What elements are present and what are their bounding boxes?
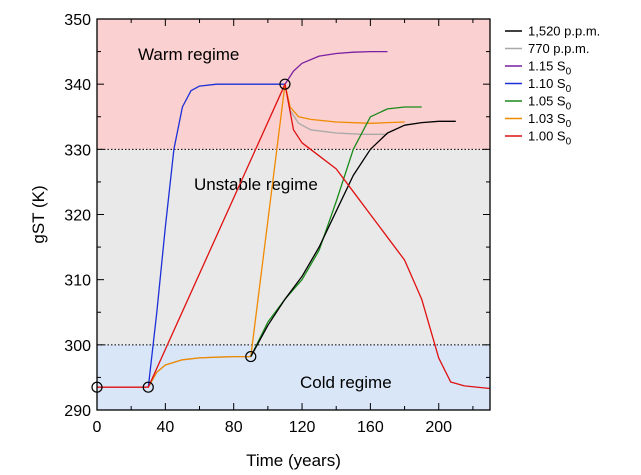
y-axis-ticks: 290 300 310 320 330 340 350 — [64, 12, 490, 420]
x-tick-label-40: 40 — [156, 419, 174, 436]
transition-marker-1 — [142, 381, 154, 393]
regime-regions — [97, 19, 490, 410]
regime-label-2: Cold regime — [300, 373, 392, 392]
x-axis-title: Time (years) — [246, 451, 341, 470]
y-tick-label-320: 320 — [64, 208, 91, 225]
legend-label-3: 1.10 S0 — [528, 76, 572, 95]
series-lines — [97, 50, 491, 390]
legend-label-6: 1.00 S0 — [528, 129, 572, 148]
regime-band-2 — [97, 344, 490, 410]
regime-thresholds — [97, 148, 490, 346]
x-tick-label-80: 80 — [225, 419, 243, 436]
series-line-2 — [284, 50, 388, 85]
transition-markers — [91, 78, 291, 393]
legend-label-4: 1.05 S0 — [528, 94, 572, 113]
transition-marker-2 — [245, 350, 257, 363]
y-tick-label-310: 310 — [64, 273, 91, 290]
series-line-3 — [147, 83, 285, 388]
regime-label-1: Unstable regime — [194, 175, 318, 194]
x-axis-ticks: 0 40 80 120 160 200 — [93, 19, 474, 436]
x-tick-label-120: 120 — [289, 419, 316, 436]
regime-labels: Warm regime Unstable regime Cold regime — [138, 45, 392, 392]
legend-label-1: 770 p.p.m. — [528, 41, 589, 56]
legend-label-2: 1.15 S0 — [528, 59, 572, 78]
regime-label-0: Warm regime — [138, 45, 239, 64]
transition-marker-3 — [279, 78, 291, 90]
y-axis-title: gST (K) — [29, 185, 48, 243]
series-line-0 — [250, 120, 456, 357]
series-line-6 — [97, 83, 491, 390]
y-tick-label-290: 290 — [64, 403, 91, 420]
x-tick-label-0: 0 — [93, 419, 102, 436]
legend: 1,520 p.p.m. 770 p.p.m. 1.15 S01.10 S01.05… — [505, 24, 600, 148]
x-tick-label-160: 160 — [357, 419, 384, 436]
regime-band-1 — [97, 149, 490, 345]
y-tick-label-330: 330 — [64, 142, 91, 159]
y-tick-label-300: 300 — [64, 338, 91, 355]
y-tick-label-340: 340 — [64, 77, 91, 94]
legend-label-0: 1,520 p.p.m. — [528, 24, 600, 39]
y-tick-label-350: 350 — [64, 12, 91, 29]
legend-label-5: 1.03 S0 — [528, 111, 572, 130]
x-tick-label-200: 200 — [425, 419, 452, 436]
